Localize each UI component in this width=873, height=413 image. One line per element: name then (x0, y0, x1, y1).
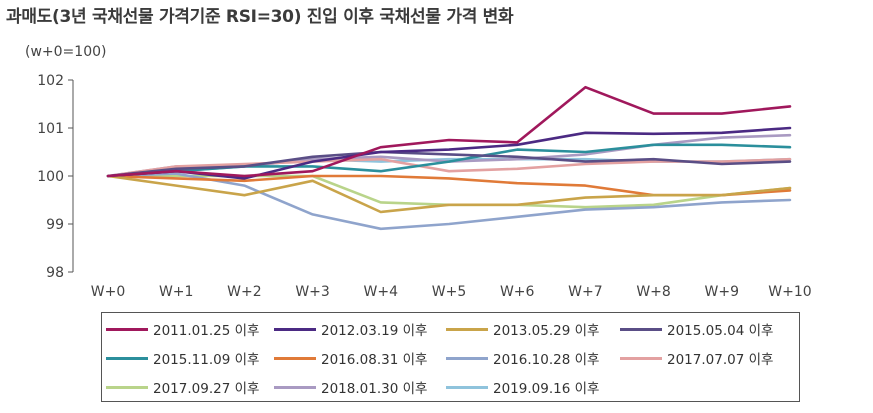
legend-item: 2012.03.19 이후 (274, 318, 427, 340)
chart-title: 과매도(3년 국채선물 가격기준 RSI=30) 진입 이후 국채선물 가격 변… (6, 7, 514, 27)
legend-label: 2015.11.09 이후 (153, 352, 260, 368)
legend-swatch (446, 356, 488, 360)
legend-label: 2016.10.28 이후 (493, 352, 600, 368)
legend-label: 2012.03.19 이후 (321, 323, 428, 339)
legend-label: 2011.01.25 이후 (153, 323, 260, 339)
x-tick-label: W+5 (432, 284, 466, 300)
y-tick-label: 101 (37, 121, 64, 137)
x-tick-label: W+0 (91, 284, 125, 300)
legend-item: 2016.08.31 이후 (274, 347, 427, 369)
series-line (106, 150, 792, 178)
legend-swatch (620, 327, 662, 331)
legend-swatch (274, 356, 316, 360)
legend-label: 2015.05.04 이후 (667, 323, 774, 339)
legend-label: 2017.07.07 이후 (667, 352, 774, 368)
x-tick-label: W+6 (500, 284, 535, 300)
legend-label: 2013.05.29 이후 (493, 323, 600, 339)
x-tick-label: W+7 (568, 284, 602, 300)
legend-label: 2018.01.30 이후 (321, 381, 428, 397)
legend: 2011.01.25 이후 2012.03.19 이후 2013.05.29 이후 2… (101, 312, 800, 402)
y-tick-label: 102 (37, 73, 64, 89)
legend-item: 2017.09.27 이후 (106, 376, 259, 398)
legend-item: 2016.10.28 이후 (446, 347, 599, 369)
series-line (106, 174, 792, 197)
y-axis-unit: (w+0=100) (25, 44, 106, 60)
legend-label: 2019.09.16 이후 (493, 381, 600, 397)
legend-swatch (106, 385, 148, 389)
legend-swatch (274, 327, 316, 331)
legend-item: 2015.11.09 이후 (106, 347, 259, 369)
legend-item: 2018.01.30 이후 (274, 376, 427, 398)
legend-swatch (446, 385, 488, 389)
series-lines (106, 85, 792, 231)
legend-label: 2016.08.31 이후 (321, 352, 428, 368)
legend-item: 2017.07.07 이후 (620, 347, 773, 369)
legend-item: 2013.05.29 이후 (446, 318, 599, 340)
x-tick-label: W+9 (705, 284, 739, 300)
legend-item: 2011.01.25 이후 (106, 318, 259, 340)
legend-label: 2017.09.27 이후 (153, 381, 260, 397)
x-tick-label: W+8 (636, 284, 670, 300)
axes: (w+0=100) 98 99 100 101 102 W+0 W+1 W+2 W+3 W+4 W+5… (25, 44, 812, 300)
y-tick-label: 99 (46, 217, 64, 233)
x-tick-label: W+3 (295, 284, 329, 300)
line-chart: (w+0=100) 98 99 100 101 102 W+0 W+1 W+2 W+3 W+4 W+5… (25, 44, 812, 300)
y-tick-label: 100 (37, 169, 64, 185)
x-tick-label: W+2 (227, 284, 261, 300)
series-line (106, 126, 792, 180)
legend-swatch (446, 327, 488, 331)
x-tick-label: W+10 (768, 284, 811, 300)
legend-swatch (106, 327, 148, 331)
legend-swatch (274, 385, 316, 389)
x-tick-label: W+1 (159, 284, 193, 300)
legend-swatch (620, 356, 662, 360)
series-line (106, 174, 792, 214)
legend-item: 2015.05.04 이후 (620, 318, 773, 340)
legend-item: 2019.09.16 이후 (446, 376, 599, 398)
x-tick-label: W+4 (364, 284, 399, 300)
y-tick-label: 98 (46, 265, 64, 281)
legend-swatch (106, 356, 148, 360)
series-line (106, 85, 792, 178)
series-line (106, 172, 792, 231)
